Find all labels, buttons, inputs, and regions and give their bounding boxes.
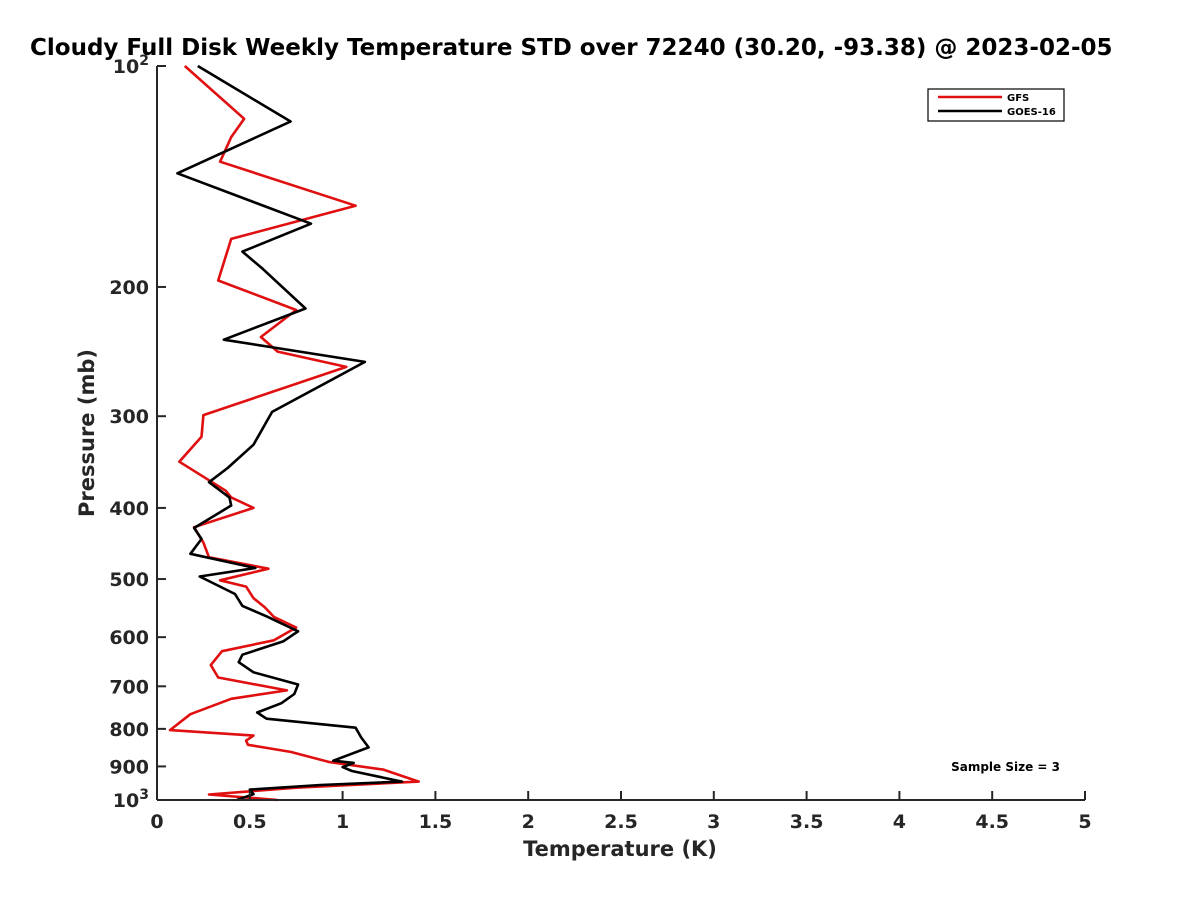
y-tick-label: 900 — [109, 756, 149, 778]
series-line-goes-16 — [176, 64, 404, 802]
x-tick-label: 0.5 — [233, 811, 267, 833]
y-tick-label: 300 — [109, 406, 149, 428]
plot-area: 0 0.5 1 1.5 2 2.5 3 3.5 4 4.5 5 102 200 300 400 500 600… — [109, 53, 1091, 833]
x-tick-label: 5 — [1078, 811, 1091, 833]
y-tick-label: 102 — [113, 53, 149, 78]
x-tick-label: 3.5 — [790, 811, 824, 833]
legend: GFS GOES-16 — [927, 88, 1065, 122]
x-tick-label: 1.5 — [419, 811, 453, 833]
x-tick-label: 2.5 — [604, 811, 638, 833]
plot-background — [157, 66, 1085, 800]
y-tick-label: 400 — [109, 498, 149, 520]
x-tick-label: 0 — [150, 811, 163, 833]
x-axis-label: Temperature (K) — [523, 837, 717, 861]
series-line-gfs — [168, 65, 421, 802]
y-axis-ticks: 102 200 300 400 500 600 700 800 900 103 — [109, 53, 166, 812]
x-tick-label: 2 — [522, 811, 535, 833]
y-tick-label: 600 — [109, 627, 149, 649]
legend-label-gfs: GFS — [1007, 93, 1029, 104]
y-tick-label: 700 — [109, 676, 149, 698]
legend-label-goes-16: GOES-16 — [1007, 107, 1056, 118]
sample-size-annotation: Sample Size = 3 — [951, 760, 1060, 774]
chart-title: Cloudy Full Disk Weekly Temperature STD … — [30, 35, 1113, 61]
x-tick-label: 3 — [707, 811, 720, 833]
x-axis-ticks: 0 0.5 1 1.5 2 2.5 3 3.5 4 4.5 5 — [150, 791, 1092, 833]
y-tick-label: 500 — [109, 569, 149, 591]
x-tick-label: 4.5 — [975, 811, 1009, 833]
series-lines — [168, 64, 421, 802]
x-tick-label: 4 — [893, 811, 906, 833]
y-tick-label: 800 — [109, 719, 149, 741]
y-tick-label: 103 — [113, 787, 149, 812]
y-axis-label: Pressure (mb) — [75, 349, 99, 517]
legend-box — [927, 88, 1065, 122]
y-tick-label: 200 — [109, 277, 149, 299]
x-tick-label: 1 — [336, 811, 349, 833]
